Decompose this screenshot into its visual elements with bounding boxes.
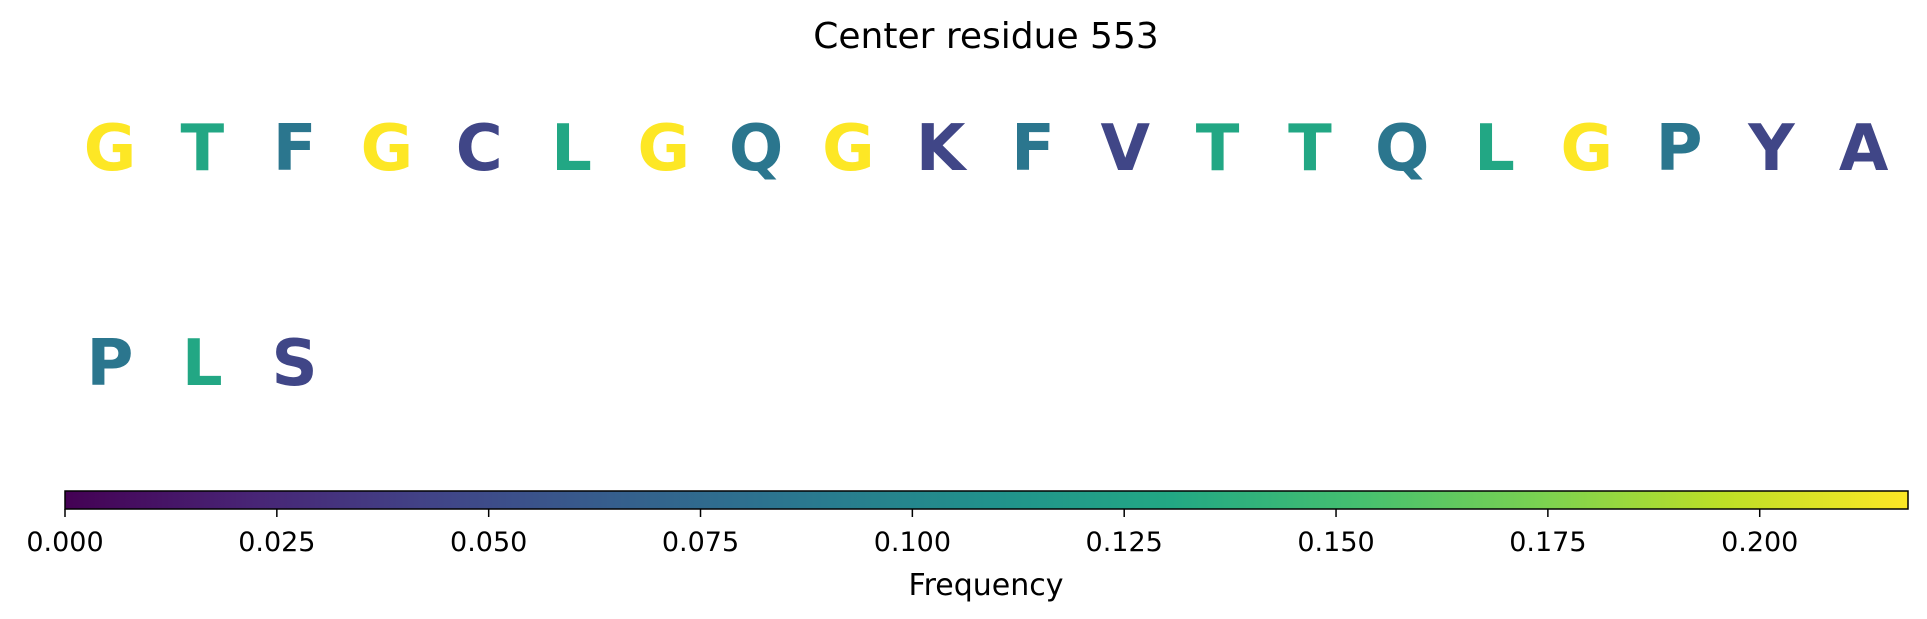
colorbar: 0.000 0.025 0.050 0.075 0.100 0.125 0.150 0.175… — [26, 490, 1909, 603]
residue-letter: V — [1101, 112, 1151, 186]
residue-letter: F — [1011, 112, 1055, 186]
colorbar-tick-label: 0.050 — [450, 527, 527, 558]
residue-letter: K — [916, 112, 968, 186]
colorbar-tick-label: 0.000 — [26, 527, 103, 558]
residue-letter: G — [1561, 112, 1614, 186]
colorbar-tick-label: 0.075 — [662, 527, 739, 558]
residue-letter: S — [272, 327, 318, 401]
colorbar-tick-label: 0.200 — [1721, 527, 1798, 558]
colorbar-ticks: 0.000 0.025 0.050 0.075 0.100 0.125 0.150 0.175… — [26, 509, 1798, 558]
chart-title: Center residue 553 — [813, 16, 1159, 57]
residue-letter: G — [361, 112, 414, 186]
residue-letter: P — [1656, 112, 1703, 186]
residue-letter: T — [180, 112, 224, 186]
colorbar-tick-label: 0.025 — [238, 527, 315, 558]
residue-letter: G — [822, 112, 875, 186]
residue-letter: P — [87, 327, 134, 401]
colorbar-label: Frequency — [909, 568, 1064, 603]
residue-letter: Q — [1375, 112, 1429, 186]
residue-letter: G — [638, 112, 691, 186]
residue-letter: Y — [1747, 112, 1795, 186]
residue-letter: L — [182, 327, 223, 401]
residue-letter: A — [1839, 112, 1889, 186]
residue-letter: F — [273, 112, 317, 186]
residue-letter: L — [1474, 112, 1515, 186]
colorbar-tick-label: 0.125 — [1086, 527, 1163, 558]
residue-letter: T — [1196, 112, 1240, 186]
residue-letter: T — [1288, 112, 1332, 186]
residues-layer: G T F G C L G Q G K F V T T Q L G P Y AP L S — [84, 112, 1889, 401]
colorbar-tick-label: 0.175 — [1509, 527, 1586, 558]
colorbar-tick-label: 0.100 — [874, 527, 951, 558]
residue-letter: L — [551, 112, 592, 186]
residue-letter: Q — [729, 112, 783, 186]
residue-letter: C — [456, 112, 503, 186]
colorbar-tick-label: 0.150 — [1297, 527, 1374, 558]
colorbar-gradient — [64, 490, 1909, 510]
residue-letter: G — [84, 112, 137, 186]
